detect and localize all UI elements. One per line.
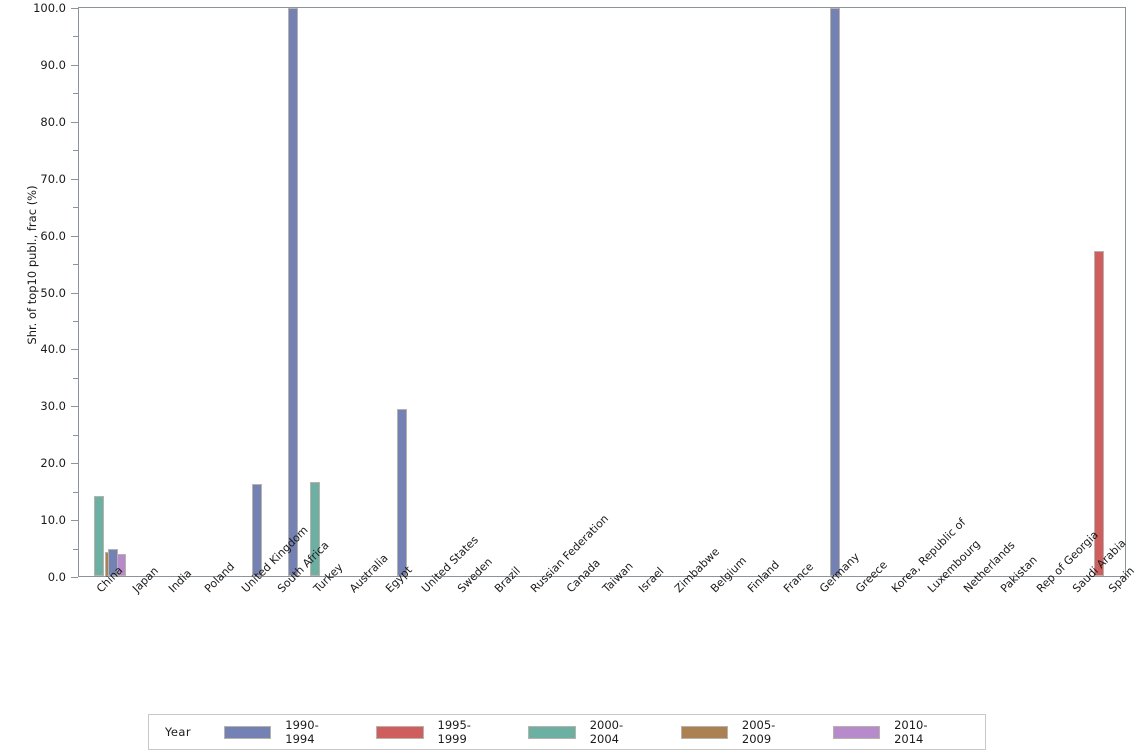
- plot-top-border: [78, 7, 1126, 8]
- bar: [1094, 250, 1105, 576]
- bar: [93, 495, 104, 576]
- y-tick-label: 0.0: [47, 570, 66, 584]
- y-tick-minor: [73, 377, 78, 379]
- y-tick-major: [71, 406, 78, 408]
- y-tick-label: 30.0: [40, 399, 66, 414]
- y-tick-minor: [73, 320, 78, 322]
- legend-swatch: [832, 725, 881, 739]
- legend-item[interactable]: 2010-2014: [832, 718, 951, 746]
- y-tick-minor: [73, 207, 78, 209]
- y-tick-major: [71, 235, 78, 237]
- y-tick-major: [71, 463, 78, 465]
- bar: [252, 483, 263, 576]
- y-tick-major: [71, 292, 78, 294]
- y-tick-label: 10.0: [40, 513, 66, 528]
- y-tick-major: [71, 8, 78, 9]
- y-tick-minor: [73, 491, 78, 493]
- y-tick-minor: [73, 150, 78, 152]
- y-axis-title: Shr. of top10 publ., frac (%): [25, 185, 39, 345]
- legend-label: 1990-1994: [285, 718, 319, 746]
- legend-label: 2000-2004: [589, 718, 624, 746]
- legend-swatch: [528, 725, 576, 739]
- y-tick-major: [71, 349, 78, 351]
- y-tick-major: [71, 178, 78, 180]
- legend-items: 1990-1994 1995-1999 2000-2004 2005-2009 2010…: [223, 718, 985, 746]
- bar: [310, 481, 321, 576]
- legend-swatch: [223, 725, 272, 739]
- y-tick-major: [71, 577, 78, 578]
- plot-right-border: [1125, 8, 1126, 578]
- legend-swatch: [376, 725, 424, 739]
- legend-label: 1995-1999: [437, 718, 471, 746]
- y-tick-minor: [73, 93, 78, 95]
- legend-item[interactable]: 1995-1999: [376, 718, 494, 746]
- y-tick-minor: [73, 434, 78, 436]
- legend-swatch: [680, 725, 728, 739]
- y-tick-label: 40.0: [40, 342, 66, 357]
- legend-label: 2005-2009: [741, 718, 776, 746]
- bar: [396, 408, 407, 576]
- bar: [107, 548, 118, 576]
- y-tick-label: 70.0: [40, 171, 66, 186]
- legend-item[interactable]: 1990-1994: [223, 718, 342, 746]
- legend: Year 1990-1994 1995-1999 2000-2004 2005-200…: [148, 714, 986, 750]
- y-tick-label: 20.0: [40, 456, 66, 471]
- y-tick-minor: [73, 548, 78, 550]
- legend-title: Year: [165, 725, 191, 739]
- y-tick-major: [71, 520, 78, 522]
- y-tick-label: 50.0: [40, 285, 66, 300]
- y-tick-major: [71, 121, 78, 123]
- legend-item[interactable]: 2000-2004: [528, 718, 646, 746]
- y-tick-label: 100.0: [33, 1, 66, 15]
- y-tick-minor: [73, 36, 78, 38]
- y-tick-label: 90.0: [40, 57, 66, 72]
- y-tick-label: 60.0: [40, 228, 66, 243]
- legend-item[interactable]: 2005-2009: [680, 718, 799, 746]
- y-tick-major: [71, 64, 78, 66]
- y-tick-minor: [73, 264, 78, 266]
- y-tick-label: 80.0: [40, 114, 66, 129]
- legend-label: 2010-2014: [894, 718, 928, 746]
- bar: [830, 7, 841, 576]
- plot-area: [78, 7, 1126, 577]
- bar: [288, 7, 299, 576]
